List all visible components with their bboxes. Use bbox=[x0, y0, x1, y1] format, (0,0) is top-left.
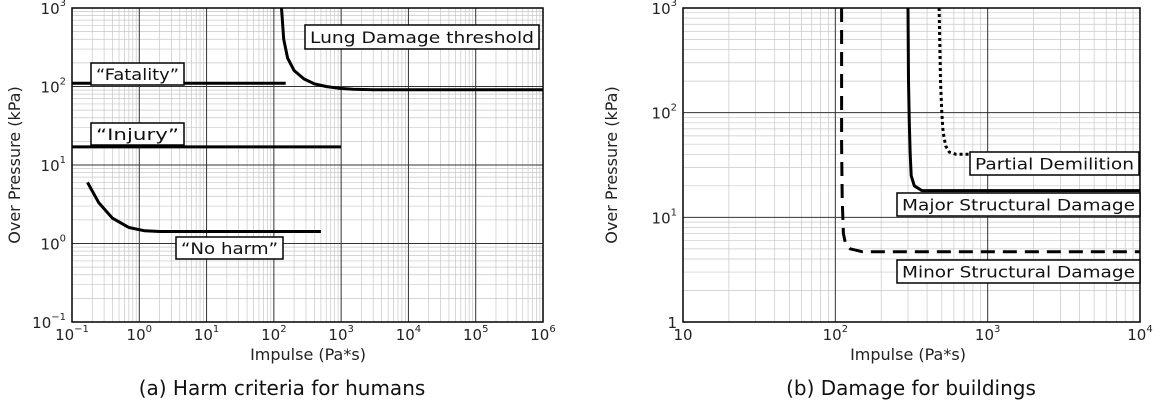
annotation-text: Major Structural Damage bbox=[902, 196, 1135, 215]
plot-frame bbox=[682, 7, 1141, 323]
annotation-text: “Fatality” bbox=[96, 65, 179, 84]
y-tick-label: 102 bbox=[652, 103, 677, 123]
x-tick-label: 102 bbox=[823, 324, 848, 344]
annotation-label: Major Structural Damage bbox=[896, 192, 1141, 217]
y-tick-label: 103 bbox=[41, 0, 66, 18]
x-tick-label: 104 bbox=[1127, 324, 1152, 344]
y-tick-label: 10−1 bbox=[32, 312, 66, 332]
x-tick-label: 105 bbox=[463, 324, 488, 344]
panel-b-series-2 bbox=[840, 8, 1140, 254]
annotation-label: Lung Damage threshold bbox=[304, 24, 540, 50]
panel-a-chart: 10−1 100 101 102 103 104 105 106 10−1 100 101 102 10… bbox=[5, 0, 556, 400]
annotation-label: Partial Demilition bbox=[969, 151, 1140, 176]
x-tick-label: 103 bbox=[975, 324, 1000, 344]
x-tick-label: 102 bbox=[261, 324, 286, 344]
panel-caption: (a) Harm criteria for humans bbox=[139, 376, 426, 400]
annotation-text: “No harm” bbox=[181, 239, 278, 258]
x-tick-label: 103 bbox=[328, 324, 353, 344]
x-tick-label: 104 bbox=[396, 324, 421, 344]
annotation-text: Minor Structural Damage bbox=[902, 263, 1135, 282]
annotation-text: Partial Demilition bbox=[975, 155, 1134, 174]
grid bbox=[72, 8, 543, 322]
annotation-label: Minor Structural Damage bbox=[896, 259, 1141, 284]
annotation-label: “Fatality” bbox=[90, 62, 185, 86]
y-tick-label: 101 bbox=[41, 155, 66, 175]
annotation-box bbox=[90, 62, 185, 86]
y-tick-label: 103 bbox=[652, 0, 677, 18]
y-axis-label: Over Pressure (kPa) bbox=[602, 86, 621, 243]
annotation-box bbox=[896, 192, 1141, 217]
annotation-text: “Injury” bbox=[96, 125, 179, 144]
annotation-box bbox=[90, 122, 185, 146]
annotation-box bbox=[175, 236, 284, 260]
panel-a-series-3 bbox=[86, 181, 321, 233]
x-axis-label: Impulse (Pa*s) bbox=[850, 345, 966, 364]
y-tick-label: 1 bbox=[667, 314, 677, 332]
plot-frame bbox=[71, 7, 544, 323]
panel-b-series-1 bbox=[906, 7, 1140, 193]
y-tick-label: 100 bbox=[41, 234, 66, 254]
y-axis-label: Over Pressure (kPa) bbox=[5, 86, 24, 243]
y-tick-label: 102 bbox=[41, 77, 66, 97]
x-axis-label: Impulse (Pa*s) bbox=[250, 345, 366, 364]
panel-a-series-0 bbox=[280, 7, 543, 92]
annotation-box bbox=[896, 259, 1141, 284]
annotation-label: “No harm” bbox=[175, 236, 284, 260]
x-tick-label: 101 bbox=[194, 324, 219, 344]
annotation-box bbox=[304, 24, 540, 50]
panel-caption: (b) Damage for buildings bbox=[786, 376, 1036, 400]
y-tick-label: 101 bbox=[652, 207, 677, 227]
annotation-label: “Injury” bbox=[90, 122, 185, 146]
x-tick-label: 10−1 bbox=[55, 324, 89, 344]
x-tick-label: 106 bbox=[530, 324, 555, 344]
panel-b-chart: 10 102 103 104 1 101 102 103 Impulse (Pa*s) Over … bbox=[602, 0, 1153, 400]
x-tick-label: 100 bbox=[127, 324, 152, 344]
annotation-box bbox=[969, 151, 1140, 176]
panel-b-series-0 bbox=[937, 7, 1140, 156]
x-tick-label: 10 bbox=[673, 326, 692, 344]
annotation-text: Lung Damage threshold bbox=[310, 28, 534, 47]
